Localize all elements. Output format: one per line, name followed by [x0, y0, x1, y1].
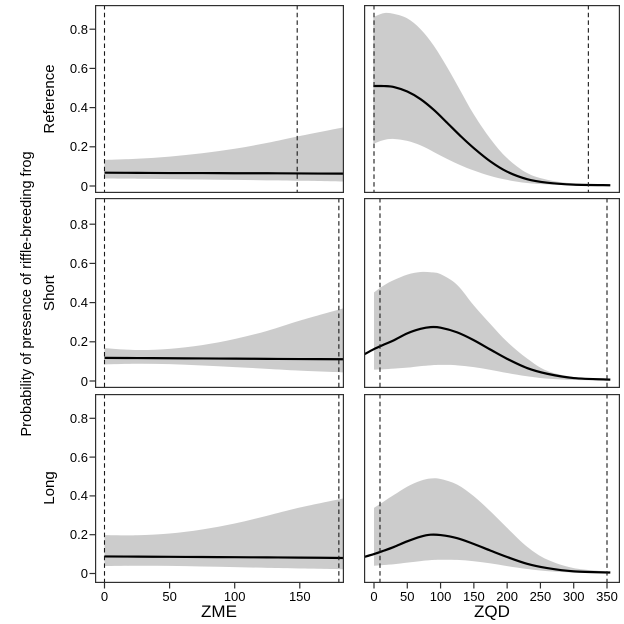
y-tick-label: 0.6	[69, 449, 88, 465]
x-axis-title-zme: ZME	[201, 602, 237, 621]
y-tick-label: 0	[80, 566, 88, 581]
x-tick-label: 300	[562, 589, 585, 604]
x-tick-label: 50	[400, 589, 415, 604]
x-tick-label: 200	[496, 589, 518, 604]
y-tick-label: 0.4	[69, 295, 88, 311]
confidence-band	[104, 498, 344, 570]
y-tick-label: 0	[80, 373, 88, 389]
panel-short-zqd	[364, 198, 620, 388]
x-tick-label: 50	[162, 589, 177, 604]
panel-border	[364, 198, 620, 388]
fit-line	[364, 325, 611, 381]
fit-line	[104, 171, 344, 175]
confidence-band	[104, 308, 344, 373]
panel-long-zme	[95, 394, 344, 583]
y-tick-label: 0.6	[69, 255, 88, 271]
y-tick-label: 0.2	[69, 334, 88, 350]
y-tick-label: 0.8	[69, 410, 88, 426]
panel-border	[364, 5, 620, 193]
y-tick-label: 0.8	[69, 216, 88, 232]
y-tick-label: 0.2	[69, 139, 88, 155]
panel-border	[364, 394, 620, 583]
y-tick-label: 0.6	[69, 60, 88, 76]
x-tick-label: 0	[100, 589, 109, 604]
panel-border	[95, 394, 344, 583]
confidence-band	[374, 271, 607, 381]
x-tick-label: 0	[370, 589, 378, 604]
y-tick-label: 0	[80, 178, 88, 194]
x-axis-title-zqd: ZQD	[474, 602, 510, 621]
panel-short-zme	[95, 198, 344, 388]
x-tick-label: 150	[462, 589, 485, 604]
panel-border	[95, 198, 344, 388]
row-label-short: Short	[41, 275, 58, 311]
panel-long-zqd	[364, 394, 620, 583]
fit-line	[104, 555, 344, 560]
fit-line	[364, 533, 611, 574]
confidence-band	[104, 127, 344, 182]
row-label-long: Long	[41, 471, 58, 505]
fit-line	[104, 356, 344, 361]
y-tick-label: 0.4	[69, 488, 88, 504]
confidence-band	[373, 12, 611, 186]
panel-reference-zme	[95, 5, 344, 193]
y-tick-label: 0.2	[69, 527, 88, 543]
fit-line	[373, 84, 611, 187]
confidence-band	[374, 478, 607, 574]
y-tick-label: 0.8	[69, 21, 88, 37]
y-axis-title: Probability of presence of riffle-breedi…	[19, 151, 35, 437]
panel-border	[95, 5, 344, 193]
x-tick-label: 100	[223, 589, 246, 604]
x-tick-label: 100	[429, 589, 452, 604]
panel-reference-zqd	[364, 5, 620, 193]
row-label-reference: Reference	[41, 64, 58, 134]
y-tick-label: 0.4	[69, 100, 88, 116]
x-tick-label: 150	[288, 589, 311, 604]
x-tick-label: 350	[596, 589, 618, 604]
x-tick-label: 250	[529, 589, 552, 604]
